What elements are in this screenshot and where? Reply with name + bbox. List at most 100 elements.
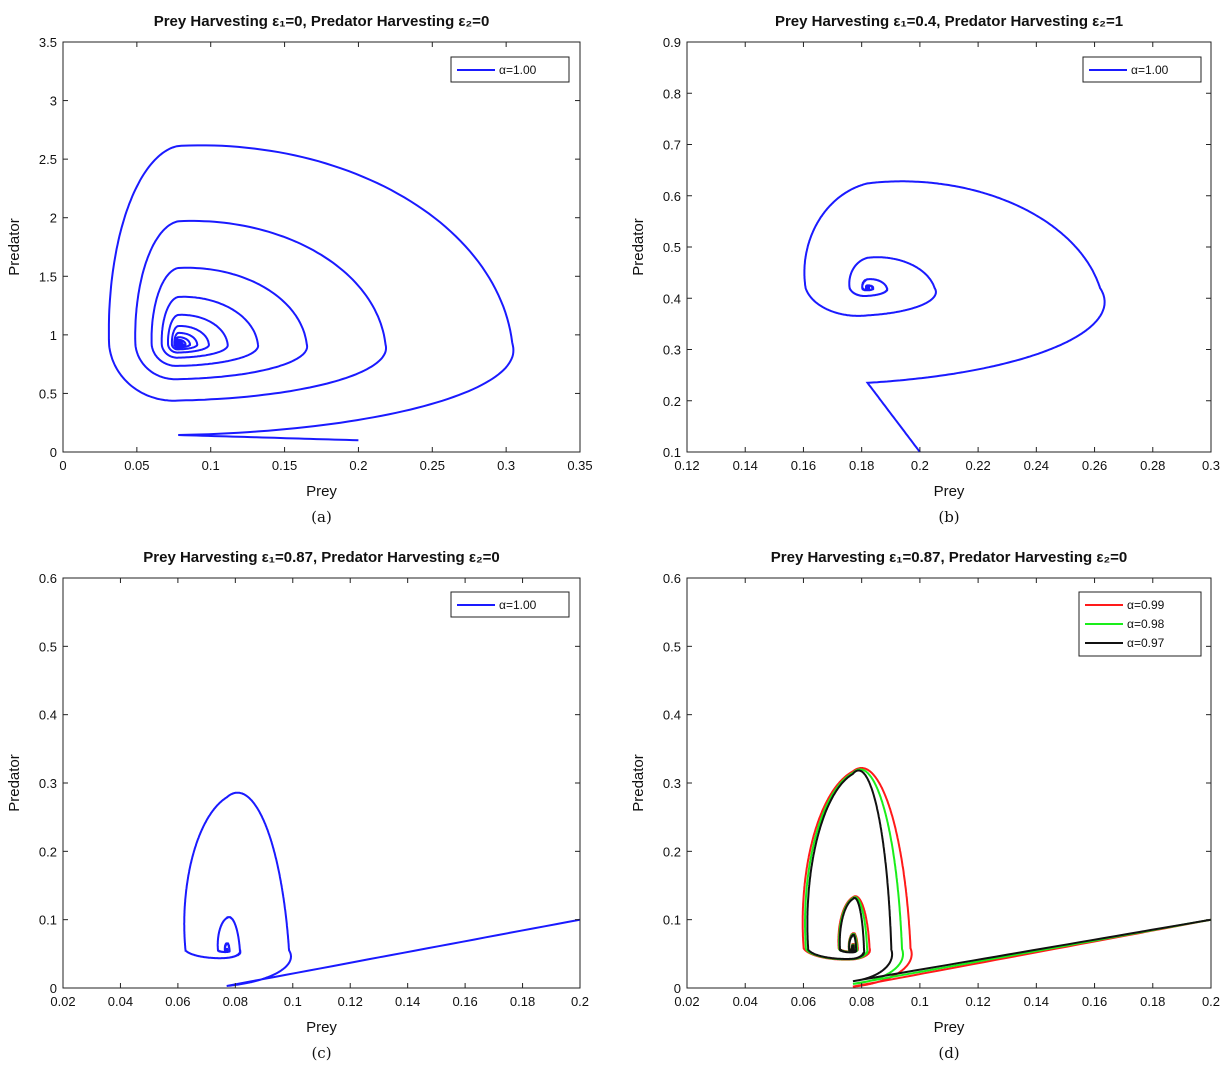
y-tick-label: 3 <box>50 94 57 109</box>
x-tick-label: 0.1 <box>202 458 220 473</box>
y-tick-label: 0 <box>50 445 57 460</box>
x-tick-label: 0.2 <box>911 458 929 473</box>
y-axis-label: Predator <box>630 218 647 276</box>
x-axis-label: Prey <box>934 1019 965 1036</box>
x-tick-label: 0.18 <box>510 994 535 1009</box>
panel-caption: (c) <box>311 1044 331 1062</box>
x-tick-label: 0.18 <box>849 458 874 473</box>
x-tick-label: 0.12 <box>965 994 990 1009</box>
y-tick-label: 0.3 <box>663 343 681 358</box>
y-tick-label: 1.5 <box>39 269 57 284</box>
x-tick-label: 0.1 <box>911 994 929 1009</box>
y-tick-label: 0.2 <box>39 844 57 859</box>
chart-title: Prey Harvesting ε₁=0.87, Predator Harves… <box>143 549 499 566</box>
chart-title: Prey Harvesting ε₁=0, Predator Harvestin… <box>154 13 490 30</box>
x-tick-label: 0.04 <box>733 994 758 1009</box>
legend: α=1.00 <box>450 591 570 618</box>
y-tick-label: 0.5 <box>663 240 681 255</box>
series-group <box>183 791 580 987</box>
x-tick-label: 0.3 <box>497 458 515 473</box>
x-tick-label: 0.16 <box>1082 994 1107 1009</box>
x-tick-label: 0.12 <box>338 994 363 1009</box>
legend-label: α=0.99 <box>1127 598 1165 612</box>
x-tick-label: 0.2 <box>571 994 589 1009</box>
y-tick-label: 0.6 <box>663 189 681 204</box>
legend-label: α=0.97 <box>1127 636 1165 650</box>
y-tick-label: 2.5 <box>39 152 57 167</box>
chart-panel-4: 0.02 0.04 0.06 0.08 0.1 0.12 0.14 0.16 0.18 0.2 0 0… <box>630 549 1220 1062</box>
y-tick-label: 0.1 <box>663 913 681 928</box>
legend: α=0.99 α=0.98 α=0.97 <box>1078 591 1202 657</box>
legend-label: α=1.00 <box>499 598 537 612</box>
x-tick-label: 0.14 <box>395 994 420 1009</box>
y-tick-label: 0.2 <box>663 394 681 409</box>
x-tick-label: 0.15 <box>272 458 297 473</box>
y-tick-label: 0.4 <box>39 708 57 723</box>
x-tick-label: 0.3 <box>1202 458 1220 473</box>
x-tick-label: 0.02 <box>674 994 699 1009</box>
series-line-1 <box>107 144 515 442</box>
x-tick-label: 0.16 <box>452 994 477 1009</box>
x-tick-label: 0.04 <box>108 994 133 1009</box>
y-tick-label: 0.3 <box>663 776 681 791</box>
y-tick-label: 0.4 <box>663 708 681 723</box>
x-tick-label: 0.05 <box>124 458 149 473</box>
legend-label: α=1.00 <box>499 63 537 77</box>
chart-title: Prey Harvesting ε₁=0.4, Predator Harvest… <box>775 13 1123 30</box>
y-tick-label: 0.8 <box>663 86 681 101</box>
y-tick-label: 0.5 <box>663 639 681 654</box>
legend-label: α=0.98 <box>1127 617 1165 631</box>
x-tick-label: 0.25 <box>420 458 445 473</box>
plot-area <box>62 577 581 989</box>
y-tick-label: 0 <box>674 981 681 996</box>
y-tick-label: 3.5 <box>39 35 57 50</box>
legend-label: α=1.00 <box>1131 63 1169 77</box>
y-axis-label: Predator <box>630 754 647 812</box>
x-axis-label: Prey <box>934 483 965 500</box>
plot-area <box>62 41 581 453</box>
legend: α=1.00 <box>450 56 570 83</box>
x-tick-label: 0.12 <box>674 458 699 473</box>
x-tick-label: 0.18 <box>1140 994 1165 1009</box>
series-line-1 <box>183 791 580 987</box>
series-group <box>801 767 1211 988</box>
y-tick-label: 0.1 <box>39 913 57 928</box>
chart-panel-2: 0.12 0.14 0.16 0.18 0.2 0.22 0.24 0.26 0.28 0.3 0.… <box>630 13 1220 526</box>
y-tick-label: 1 <box>50 328 57 343</box>
plot-area <box>686 41 1212 453</box>
chart-title: Prey Harvesting ε₁=0.87, Predator Harves… <box>771 549 1127 566</box>
y-tick-label: 0.2 <box>663 844 681 859</box>
x-tick-label: 0.02 <box>50 994 75 1009</box>
y-axis-label: Predator <box>6 218 23 276</box>
legend: α=1.00 <box>1082 56 1202 83</box>
x-tick-label: 0.1 <box>284 994 302 1009</box>
x-tick-label: 0.16 <box>791 458 816 473</box>
x-tick-label: 0.06 <box>165 994 190 1009</box>
y-tick-label: 0.4 <box>663 291 681 306</box>
y-tick-label: 0.5 <box>39 639 57 654</box>
panel-caption: (d) <box>938 1044 959 1062</box>
x-tick-label: 0.06 <box>791 994 816 1009</box>
x-tick-label: 0.26 <box>1082 458 1107 473</box>
panel-caption: (a) <box>311 508 332 526</box>
x-tick-label: 0.08 <box>223 994 248 1009</box>
y-tick-label: 0.5 <box>39 386 57 401</box>
x-tick-label: 0.14 <box>1024 994 1049 1009</box>
y-tick-label: 2 <box>50 211 57 226</box>
y-tick-label: 0 <box>50 981 57 996</box>
x-tick-label: 0.2 <box>1202 994 1220 1009</box>
x-tick-label: 0.14 <box>733 458 758 473</box>
chart-panel-1: 0 0.05 0.1 0.15 0.2 0.25 0.3 0.35 0 0.5 1 1.5 2 2.5 3 3… <box>6 13 593 526</box>
x-tick-label: 0.22 <box>965 458 990 473</box>
y-tick-label: 0.6 <box>663 571 681 586</box>
y-tick-label: 0.6 <box>39 571 57 586</box>
x-tick-label: 0.35 <box>567 458 592 473</box>
y-tick-label: 0.9 <box>663 35 681 50</box>
y-tick-label: 0.7 <box>663 138 681 153</box>
y-axis-label: Predator <box>6 754 23 812</box>
series-line-3 <box>806 769 1211 983</box>
series-group <box>803 180 1106 452</box>
panel-caption: (b) <box>938 508 959 526</box>
x-tick-label: 0.28 <box>1140 458 1165 473</box>
